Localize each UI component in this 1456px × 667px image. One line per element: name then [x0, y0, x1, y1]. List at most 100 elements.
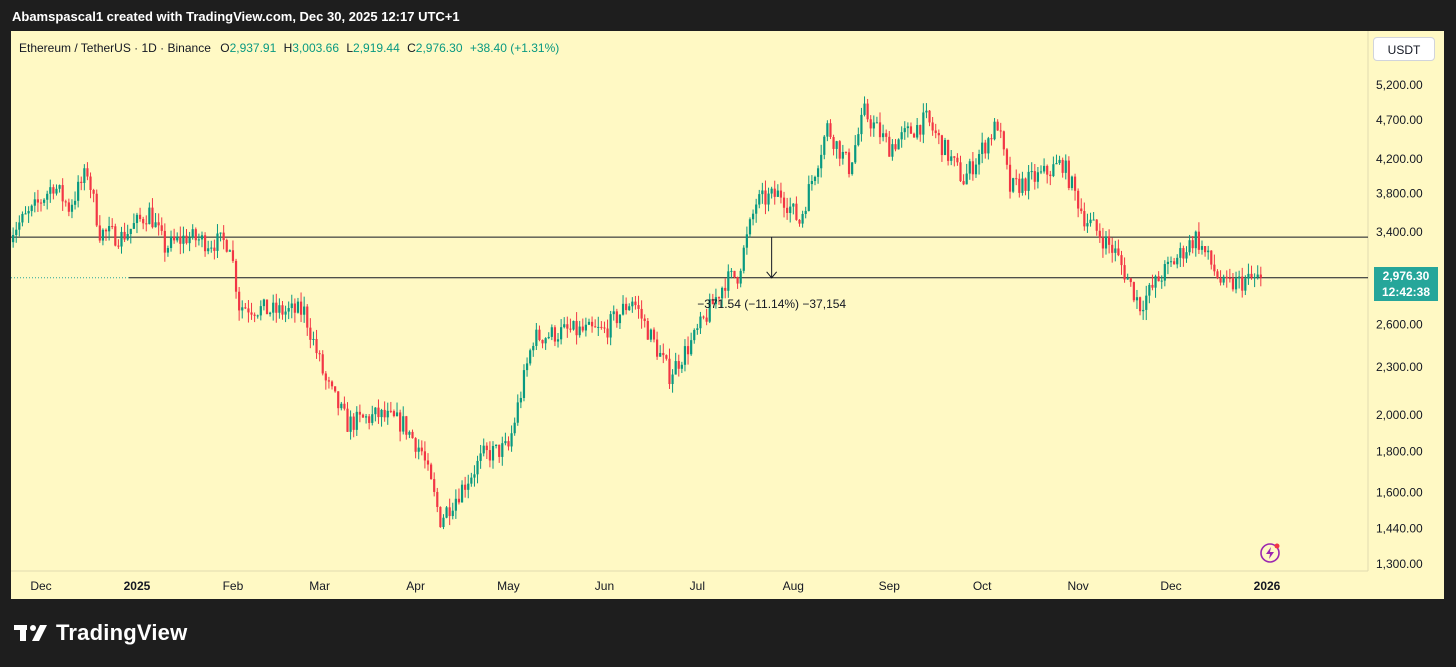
candle-body: [916, 125, 919, 138]
candle-body: [560, 327, 563, 340]
candle-body: [290, 303, 293, 309]
candle-body: [389, 410, 392, 412]
candle-body: [1018, 178, 1021, 193]
candle-body: [83, 168, 86, 184]
candle-body: [959, 162, 962, 182]
candle-body: [773, 188, 776, 197]
candle-body: [402, 416, 405, 432]
candle-body: [1104, 236, 1108, 249]
candle-body: [950, 156, 953, 161]
candle-body: [476, 460, 479, 475]
candle-body: [176, 236, 179, 241]
candle-body: [854, 145, 857, 163]
x-tick-label: Dec: [1160, 579, 1181, 593]
candle-body: [996, 121, 999, 131]
candle-body: [101, 229, 105, 241]
candle-body: [1191, 240, 1194, 249]
candle-body: [460, 484, 464, 503]
candle-body: [411, 431, 414, 439]
y-tick-label: 2,600.00: [1376, 318, 1423, 332]
candle-body: [501, 443, 504, 457]
currency-button[interactable]: USDT: [1373, 37, 1435, 61]
candle-body: [1173, 261, 1176, 265]
candle-body: [761, 190, 764, 195]
candle-body: [1216, 271, 1219, 279]
candle-body: [1142, 309, 1145, 312]
candle-body: [977, 154, 981, 165]
candle-body: [445, 507, 448, 518]
candle-body: [792, 203, 795, 207]
candle-body: [296, 301, 300, 313]
candle-body: [408, 431, 411, 435]
candle-body: [869, 119, 872, 129]
candle-body: [863, 103, 866, 115]
candle-body: [169, 236, 173, 249]
candle-body: [795, 203, 798, 220]
candle-body: [563, 324, 566, 328]
candle-body: [1203, 246, 1207, 253]
candle-body: [488, 450, 492, 461]
candle-body: [742, 247, 745, 271]
chart-area[interactable]: 5,200.00 4,700.00 4,200.00 3,800.00 3,400.00…: [11, 31, 1444, 599]
candle-body: [451, 510, 454, 517]
candle-body: [841, 151, 844, 159]
candle-body: [1213, 264, 1216, 272]
candle-body: [160, 225, 163, 231]
candle-body: [711, 299, 714, 305]
candle-body: [572, 320, 575, 330]
candle-body: [1024, 178, 1027, 191]
x-tick-label: Apr: [406, 579, 425, 593]
candle-body: [470, 477, 473, 484]
candle-body: [590, 321, 594, 327]
candle-body: [878, 122, 882, 138]
candle-body: [1160, 280, 1163, 282]
candle-body: [259, 306, 262, 316]
candle-body: [1077, 190, 1080, 209]
y-tick-label: 2,000.00: [1376, 408, 1423, 422]
candle-body: [207, 248, 210, 252]
price-chart[interactable]: 5,200.00 4,700.00 4,200.00 3,800.00 3,400.00…: [11, 31, 1444, 599]
candle-body: [721, 287, 724, 299]
candle-body: [668, 358, 671, 385]
candle-body: [1049, 174, 1052, 177]
candle-body: [1086, 223, 1089, 227]
candle-body: [436, 491, 439, 507]
candle-body: [603, 327, 606, 329]
candle-body: [683, 346, 687, 365]
candle-body: [244, 307, 247, 309]
candle-body: [912, 133, 916, 138]
symbol-label: Ethereum / TetherUS · 1D · Binance: [19, 41, 211, 55]
candle-body: [621, 303, 625, 315]
candle-body: [1219, 278, 1222, 283]
candle-body: [1250, 273, 1253, 278]
candle-body: [847, 152, 851, 175]
candle-body: [786, 207, 789, 213]
candle-body: [213, 247, 216, 251]
candle-body: [39, 202, 43, 204]
candle-body: [953, 156, 956, 158]
candle-body: [782, 197, 786, 208]
candle-body: [587, 321, 591, 325]
candle-body: [1210, 250, 1213, 265]
candle-body: [135, 214, 139, 224]
candle-body: [634, 301, 637, 306]
candle-body: [1188, 240, 1191, 253]
candle-body: [86, 168, 89, 177]
candle-body: [646, 321, 649, 340]
y-tick-label: 4,700.00: [1376, 113, 1423, 127]
candle-body: [117, 245, 120, 247]
candle-body: [594, 326, 597, 328]
candle-body: [123, 231, 126, 240]
candle-body: [330, 381, 334, 387]
candle-body: [826, 123, 829, 137]
candle-body: [250, 312, 253, 315]
candle-body: [649, 329, 653, 340]
candle-body: [529, 350, 532, 364]
candle-body: [665, 355, 668, 359]
candle-body: [705, 317, 708, 322]
candle-body: [200, 235, 204, 240]
candle-body: [751, 213, 755, 220]
candle-body: [696, 328, 699, 330]
candle-body: [597, 326, 600, 328]
candle-body: [1151, 284, 1154, 288]
